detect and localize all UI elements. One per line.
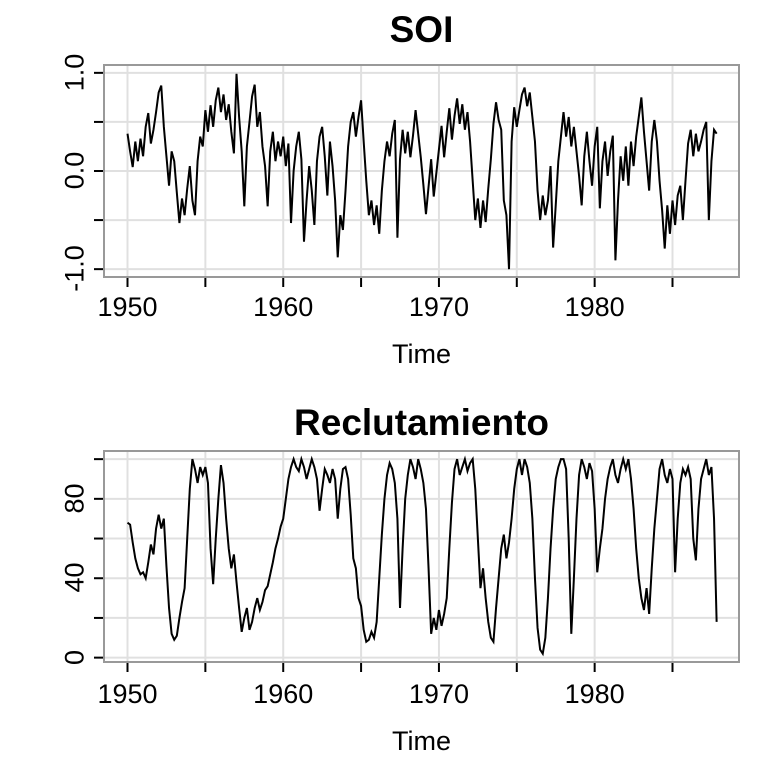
x-tick-label: 1970 (408, 679, 469, 709)
chart1-title: SOI (389, 9, 454, 50)
y-tick-label: 80 (59, 483, 90, 514)
plot-box (103, 450, 740, 663)
x-tick-label: 1960 (253, 292, 314, 322)
chart2-title: Reclutamiento (294, 402, 549, 443)
chart1-x-axis-label: Time (392, 339, 451, 369)
x-tick-label: 1960 (253, 679, 314, 709)
x-tick-label: 1950 (97, 679, 158, 709)
chart2-x-axis-label: Time (392, 726, 451, 756)
time-series-line (126, 455, 718, 657)
x-tick-label: 1980 (564, 292, 625, 322)
x-tick-label: 1950 (97, 292, 158, 322)
x-tick-label: 1980 (564, 679, 625, 709)
y-tick-label: 1.0 (59, 53, 90, 92)
plot-box (103, 64, 740, 278)
time-series-line (126, 73, 718, 270)
x-tick-label: 1970 (408, 292, 469, 322)
